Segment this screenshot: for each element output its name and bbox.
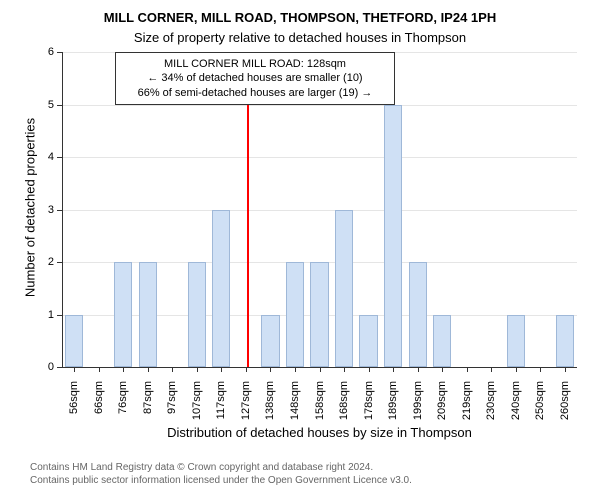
- bar: [556, 315, 574, 368]
- xtick-label: 87sqm: [142, 381, 154, 431]
- xtick-label: 219sqm: [461, 381, 473, 431]
- gridline: [62, 157, 577, 158]
- xtick-label: 178sqm: [363, 381, 375, 431]
- attribution-line2: Contains public sector information licen…: [30, 475, 412, 488]
- bar: [65, 315, 83, 368]
- xtick-label: 240sqm: [510, 381, 522, 431]
- xtick-label: 148sqm: [289, 381, 301, 431]
- xtick-label: 76sqm: [117, 381, 129, 431]
- y-axis-line: [62, 52, 63, 367]
- xtick-label: 107sqm: [191, 381, 203, 431]
- xtick-label: 117sqm: [215, 381, 227, 431]
- xtick-label: 189sqm: [387, 381, 399, 431]
- attribution-line1: Contains HM Land Registry data © Crown c…: [30, 462, 412, 475]
- callout-line1: MILL CORNER MILL ROAD: 128sqm: [124, 57, 386, 71]
- ytick-label: 0: [34, 361, 54, 373]
- xtick-label: 138sqm: [264, 381, 276, 431]
- xtick-label: 66sqm: [93, 381, 105, 431]
- x-axis-line: [62, 367, 577, 368]
- bar: [507, 315, 525, 368]
- title-address: MILL CORNER, MILL ROAD, THOMPSON, THETFO…: [0, 10, 600, 25]
- bar: [409, 262, 427, 367]
- bar: [114, 262, 132, 367]
- xtick-label: 209sqm: [436, 381, 448, 431]
- callout-line2: ← 34% of detached houses are smaller (10…: [124, 71, 386, 85]
- bar: [261, 315, 279, 368]
- xtick-label: 127sqm: [240, 381, 252, 431]
- xtick-label: 97sqm: [166, 381, 178, 431]
- gridline: [62, 210, 577, 211]
- bar: [359, 315, 377, 368]
- xtick-label: 158sqm: [314, 381, 326, 431]
- ytick-label: 2: [34, 256, 54, 268]
- xtick-label: 250sqm: [534, 381, 546, 431]
- bar: [139, 262, 157, 367]
- callout-line3: 66% of semi-detached houses are larger (…: [124, 86, 386, 100]
- bar: [212, 210, 230, 368]
- ytick-label: 4: [34, 151, 54, 163]
- bar: [286, 262, 304, 367]
- attribution-text: Contains HM Land Registry data © Crown c…: [30, 462, 412, 487]
- title-description: Size of property relative to detached ho…: [0, 30, 600, 45]
- callout-box: MILL CORNER MILL ROAD: 128sqm ← 34% of d…: [115, 52, 395, 105]
- xtick-label: 56sqm: [68, 381, 80, 431]
- bar: [335, 210, 353, 368]
- ytick-label: 6: [34, 46, 54, 58]
- bar: [310, 262, 328, 367]
- ytick-label: 1: [34, 309, 54, 321]
- xtick-label: 199sqm: [412, 381, 424, 431]
- xtick-label: 260sqm: [559, 381, 571, 431]
- bar: [384, 105, 402, 368]
- bar: [188, 262, 206, 367]
- xtick-label: 168sqm: [338, 381, 350, 431]
- bar: [433, 315, 451, 368]
- ytick-label: 3: [34, 204, 54, 216]
- ytick-label: 5: [34, 99, 54, 111]
- xtick-label: 230sqm: [485, 381, 497, 431]
